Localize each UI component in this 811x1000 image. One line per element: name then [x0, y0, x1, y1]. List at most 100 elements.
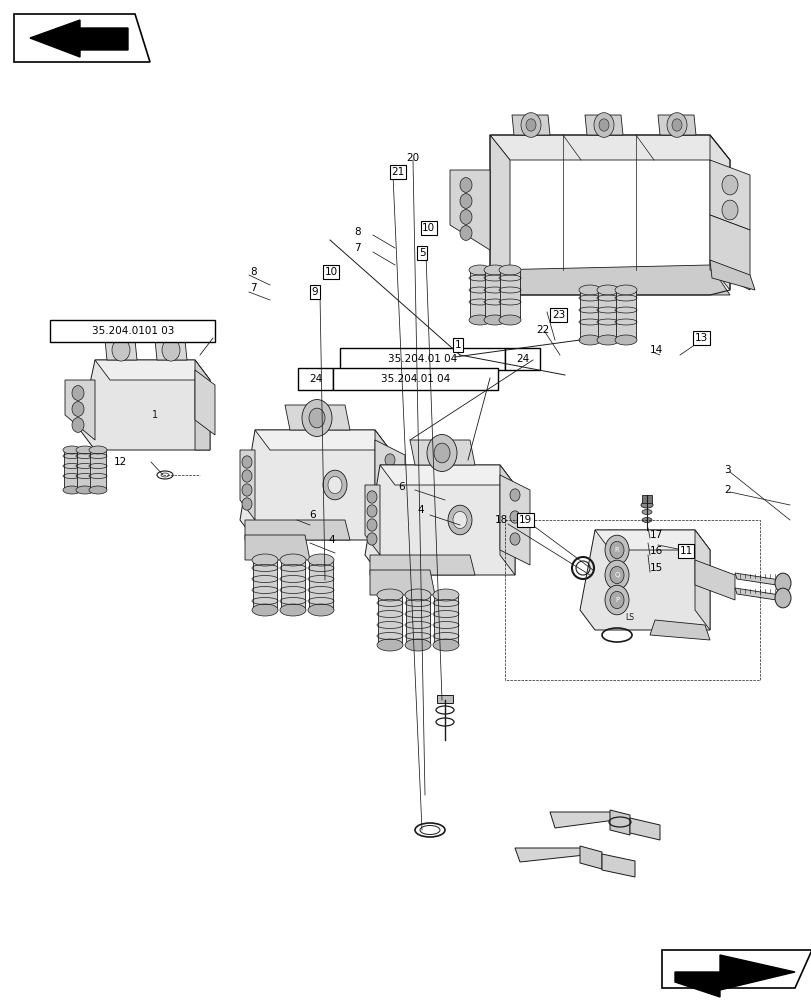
Polygon shape	[30, 20, 128, 57]
Text: 8: 8	[250, 267, 256, 277]
Text: 10: 10	[422, 223, 435, 233]
Circle shape	[72, 386, 84, 400]
Polygon shape	[14, 14, 150, 62]
Text: 35.204.01 04: 35.204.01 04	[381, 374, 450, 384]
Polygon shape	[365, 485, 380, 555]
Text: 13: 13	[694, 333, 707, 343]
Ellipse shape	[251, 554, 277, 566]
Polygon shape	[734, 573, 782, 586]
Polygon shape	[378, 595, 401, 645]
Text: 11: 11	[679, 546, 692, 556]
Polygon shape	[661, 950, 811, 988]
Circle shape	[448, 505, 471, 535]
Text: 4: 4	[328, 535, 334, 545]
Polygon shape	[489, 135, 509, 295]
Polygon shape	[380, 465, 514, 485]
Ellipse shape	[405, 589, 431, 601]
Circle shape	[609, 541, 623, 559]
Ellipse shape	[76, 446, 94, 454]
Polygon shape	[253, 560, 277, 610]
Polygon shape	[709, 260, 754, 290]
Circle shape	[367, 533, 376, 545]
Text: 17: 17	[649, 530, 662, 540]
Ellipse shape	[76, 486, 94, 494]
Polygon shape	[309, 560, 333, 610]
Polygon shape	[240, 430, 389, 540]
Polygon shape	[512, 115, 549, 135]
Polygon shape	[489, 265, 729, 295]
Ellipse shape	[251, 604, 277, 616]
Polygon shape	[579, 290, 599, 340]
Circle shape	[774, 573, 790, 593]
Circle shape	[427, 435, 457, 471]
Polygon shape	[245, 520, 350, 540]
Polygon shape	[579, 530, 709, 630]
Circle shape	[309, 408, 324, 428]
Circle shape	[509, 533, 519, 545]
Text: 22: 22	[535, 325, 548, 335]
Polygon shape	[90, 450, 106, 490]
Circle shape	[328, 476, 341, 494]
FancyBboxPatch shape	[298, 368, 333, 390]
Text: 5: 5	[418, 248, 425, 258]
Circle shape	[242, 456, 251, 468]
Ellipse shape	[640, 502, 652, 508]
Circle shape	[721, 175, 737, 195]
Polygon shape	[484, 270, 504, 320]
Polygon shape	[365, 465, 514, 575]
Circle shape	[599, 119, 608, 131]
Text: 15: 15	[649, 563, 662, 573]
Polygon shape	[500, 270, 519, 320]
Polygon shape	[80, 360, 210, 450]
FancyBboxPatch shape	[340, 348, 504, 370]
Polygon shape	[489, 135, 729, 160]
Polygon shape	[370, 570, 435, 595]
Circle shape	[526, 119, 535, 131]
Ellipse shape	[499, 315, 521, 325]
Circle shape	[367, 519, 376, 531]
Polygon shape	[64, 450, 80, 490]
Polygon shape	[514, 848, 584, 862]
Polygon shape	[649, 620, 709, 640]
Circle shape	[302, 400, 332, 436]
Text: 6: 6	[398, 482, 405, 492]
Polygon shape	[500, 465, 514, 575]
Text: 24: 24	[309, 374, 322, 384]
Polygon shape	[195, 370, 215, 435]
Polygon shape	[709, 135, 729, 290]
Ellipse shape	[469, 315, 491, 325]
Polygon shape	[584, 115, 622, 135]
Text: 35.204.01 04: 35.204.01 04	[388, 354, 457, 364]
Ellipse shape	[376, 639, 402, 651]
Circle shape	[242, 498, 251, 510]
Circle shape	[604, 535, 629, 565]
Polygon shape	[629, 818, 659, 840]
Circle shape	[604, 585, 629, 615]
Text: 10: 10	[324, 267, 337, 277]
Bar	[642, 495, 651, 503]
Ellipse shape	[642, 510, 651, 514]
Polygon shape	[285, 405, 350, 430]
Text: 6: 6	[309, 510, 315, 520]
Polygon shape	[674, 955, 794, 997]
Text: 9: 9	[311, 287, 318, 297]
Circle shape	[604, 560, 629, 590]
Ellipse shape	[63, 446, 81, 454]
Polygon shape	[594, 530, 709, 550]
Polygon shape	[95, 360, 210, 380]
Polygon shape	[433, 595, 457, 645]
Text: P: P	[614, 597, 618, 603]
Circle shape	[460, 178, 471, 192]
Polygon shape	[410, 440, 474, 465]
Text: 18: 18	[495, 515, 508, 525]
Polygon shape	[375, 430, 389, 540]
Text: 1: 1	[454, 340, 461, 350]
Circle shape	[323, 470, 346, 500]
Text: 7: 7	[250, 283, 256, 293]
Polygon shape	[609, 810, 629, 835]
Text: 21: 21	[391, 167, 404, 177]
Circle shape	[666, 113, 686, 137]
Text: LS: LS	[624, 612, 633, 621]
Text: R: R	[614, 547, 619, 553]
Text: 12: 12	[114, 457, 127, 467]
